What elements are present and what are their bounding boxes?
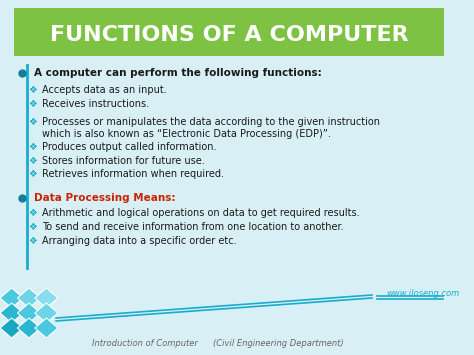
Text: Accepts data as an input.: Accepts data as an input. — [42, 85, 166, 95]
Text: www.iloseng.com: www.iloseng.com — [387, 289, 460, 297]
Text: ❖: ❖ — [28, 99, 37, 109]
Text: which is also known as “Electronic Data Processing (EDP)”.: which is also known as “Electronic Data … — [42, 129, 330, 139]
Polygon shape — [35, 318, 58, 338]
Polygon shape — [35, 288, 58, 308]
Text: Retrieves information when required.: Retrieves information when required. — [42, 169, 224, 179]
Text: Processes or manipulates the data according to the given instruction: Processes or manipulates the data accord… — [42, 117, 380, 127]
Text: Produces output called information.: Produces output called information. — [42, 142, 216, 152]
Text: Receives instructions.: Receives instructions. — [42, 99, 149, 109]
Polygon shape — [18, 288, 41, 308]
Polygon shape — [0, 303, 23, 323]
Text: ❖: ❖ — [28, 222, 37, 232]
Text: ❖: ❖ — [28, 208, 37, 218]
Polygon shape — [0, 318, 23, 338]
Text: Data Processing Means:: Data Processing Means: — [34, 193, 175, 203]
Text: Introduction of Computer: Introduction of Computer — [92, 339, 198, 348]
FancyBboxPatch shape — [15, 8, 444, 56]
Text: A computer can perform the following functions:: A computer can perform the following fun… — [34, 68, 321, 78]
Text: (Civil Engineering Department): (Civil Engineering Department) — [213, 339, 343, 348]
Text: ❖: ❖ — [28, 85, 37, 95]
Text: Arithmetic and logical operations on data to get required results.: Arithmetic and logical operations on dat… — [42, 208, 359, 218]
Text: ❖: ❖ — [28, 117, 37, 127]
Text: FUNCTIONS OF A COMPUTER: FUNCTIONS OF A COMPUTER — [50, 25, 409, 45]
Text: ❖: ❖ — [28, 142, 37, 152]
Text: ❖: ❖ — [28, 156, 37, 166]
Text: ❖: ❖ — [28, 236, 37, 246]
Polygon shape — [18, 318, 41, 338]
Text: Stores information for future use.: Stores information for future use. — [42, 156, 204, 166]
Polygon shape — [0, 288, 23, 308]
Text: ❖: ❖ — [28, 169, 37, 179]
Polygon shape — [18, 303, 41, 323]
Polygon shape — [35, 303, 58, 323]
Text: Arranging data into a specific order etc.: Arranging data into a specific order etc… — [42, 236, 236, 246]
Text: To send and receive information from one location to another.: To send and receive information from one… — [42, 222, 343, 232]
